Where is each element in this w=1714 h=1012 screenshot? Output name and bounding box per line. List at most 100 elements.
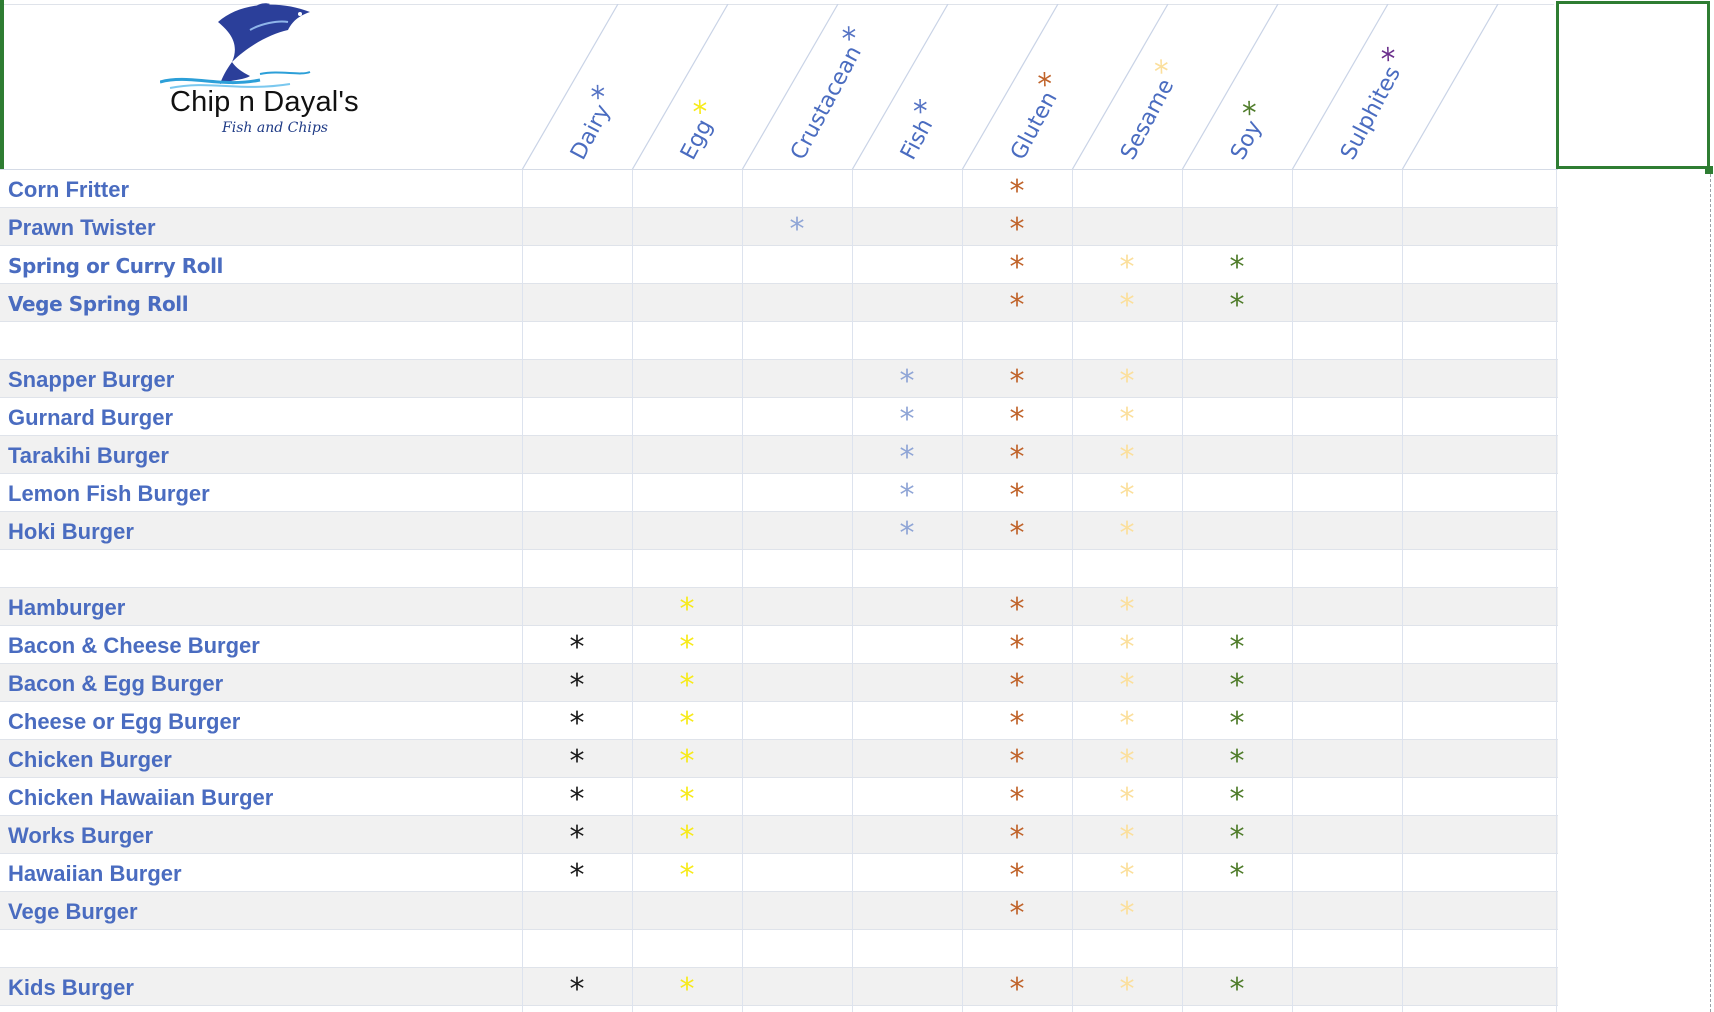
allergen-mark-sesame: * [1119,250,1135,285]
menu-item-name[interactable]: Lemon Fish Burger [8,481,210,506]
table-row[interactable]: Hoki Burger * * * [0,512,1558,551]
allergen-mark-sesame: * [1119,668,1135,703]
table-row[interactable]: Chicken Hawaiian Burger * * * * * [0,778,1558,817]
allergen-mark-egg: * [679,744,695,779]
header-divider-sulphites [1292,4,1389,171]
allergen-mark-dairy: * [569,858,585,893]
allergen-mark-gluten: * [1009,212,1025,247]
table-row[interactable]: Tarakihi Burger * * * [0,436,1558,475]
column-a-selection-border [0,0,4,170]
allergen-mark-fish: * [899,402,915,437]
table-row[interactable]: Lemon Fish Burger * * * [0,474,1558,513]
allergen-mark-sesame: * [1119,288,1135,323]
header-divider-end [1402,4,1499,171]
allergen-mark-egg: * [679,820,695,855]
menu-item-name[interactable]: Bacon & Cheese Burger [8,633,260,658]
allergen-mark-gluten: * [1009,516,1025,551]
allergen-mark-soy: * [1229,706,1245,741]
menu-item-name[interactable]: Snapper Burger [8,367,175,392]
allergen-mark-dairy: * [569,630,585,665]
table-row[interactable]: Spring or Curry Roll * * * [0,246,1558,285]
allergen-mark-sesame: * [1119,364,1135,399]
table-row[interactable]: Bacon & Cheese Burger * * * * * [0,626,1558,665]
allergen-mark-sesame: * [1119,402,1135,437]
allergen-mark-fish: * [899,478,915,513]
allergen-mark-egg: * [679,668,695,703]
page-break-line [1710,174,1711,1012]
allergen-mark-gluten: * [1009,250,1025,285]
header-divider-fish [852,4,949,171]
menu-item-name[interactable]: Vege Spring Roll [8,292,189,316]
column-gridline [522,170,523,1012]
column-gridline [962,170,963,1012]
allergen-mark-fish: * [899,364,915,399]
menu-item-name[interactable]: Spring or Curry Roll [8,254,224,278]
header-divider-sesame [1072,4,1169,171]
table-row[interactable]: Hamburger * * * [0,588,1558,627]
allergen-mark-gluten: * [1009,782,1025,817]
fill-handle[interactable] [1705,166,1713,174]
brand-tagline: Fish and Chips [222,120,328,136]
table-row[interactable]: Chicken Burger * * * * * [0,740,1558,779]
allergen-mark-gluten: * [1009,896,1025,931]
menu-item-name[interactable]: Tarakihi Burger [8,443,169,468]
allergen-mark-egg: * [679,592,695,627]
blank-row[interactable] [0,930,1558,968]
menu-item-name[interactable]: Vege Burger [8,899,138,924]
menu-item-name[interactable]: Chicken Burger [8,747,172,772]
column-gridline [852,170,853,1012]
allergen-mark-gluten: * [1009,440,1025,475]
menu-item-name[interactable]: Bacon & Egg Burger [8,671,224,696]
allergen-mark-crustacean: * [789,212,805,247]
allergen-mark-gluten: * [1009,402,1025,437]
menu-item-name[interactable]: Hawaiian Burger [8,861,182,886]
table-row[interactable]: Prawn Twister * * [0,208,1558,247]
allergen-mark-soy: * [1229,250,1245,285]
allergen-mark-dairy: * [569,972,585,1007]
table-row[interactable]: Hawaiian Burger * * * * * [0,854,1558,893]
column-gridline [1182,170,1183,1012]
menu-item-name[interactable]: Prawn Twister [8,215,156,240]
allergen-mark-gluten: * [1009,706,1025,741]
menu-item-name[interactable]: Kids Burger [8,975,134,1000]
column-gridline [1292,170,1293,1012]
allergen-mark-soy: * [1229,288,1245,323]
table-row[interactable]: Vege Burger * * [0,892,1558,931]
column-gridline [1556,170,1557,1012]
menu-item-name[interactable]: Hamburger [8,595,126,620]
allergen-mark-sesame: * [1119,782,1135,817]
blank-row[interactable] [0,550,1558,588]
selected-cell[interactable] [1556,1,1710,169]
table-row[interactable]: Gurnard Burger * * * [0,398,1558,437]
column-gridline [1072,170,1073,1012]
menu-item-name[interactable]: Hoki Burger [8,519,134,544]
table-row[interactable]: Vege Spring Roll * * * [0,284,1558,323]
allergen-mark-dairy: * [569,744,585,779]
table-row[interactable]: Snapper Burger * * * [0,360,1558,399]
allergen-mark-egg: * [679,630,695,665]
blank-row[interactable] [0,322,1558,360]
menu-item-name[interactable]: Cheese or Egg Burger [8,709,241,734]
allergen-mark-soy: * [1229,858,1245,893]
table-row[interactable]: Cheese or Egg Burger * * * * * [0,702,1558,741]
table-row[interactable]: Bacon & Egg Burger * * * * * [0,664,1558,703]
allergen-mark-sesame: * [1119,706,1135,741]
menu-item-name[interactable]: Gurnard Burger [8,405,174,430]
table-row[interactable]: Kids Burger * * * * * [0,968,1558,1007]
table-row[interactable]: Works Burger * * * * * [0,816,1558,855]
menu-item-name[interactable]: Corn Fritter [8,177,129,202]
header-top-border [4,4,1554,5]
menu-item-name[interactable]: Chicken Hawaiian Burger [8,785,274,810]
menu-item-name[interactable]: Works Burger [8,823,154,848]
column-gridline [742,170,743,1012]
allergen-mark-sesame: * [1119,478,1135,513]
header-divider-egg [632,4,729,171]
header-divider-gluten [962,4,1059,171]
allergen-mark-sesame: * [1119,630,1135,665]
allergen-mark-gluten: * [1009,364,1025,399]
allergen-mark-gluten: * [1009,744,1025,779]
brand-name: Chip n Dayal's [170,86,359,118]
table-row[interactable]: Corn Fritter * [0,170,1558,209]
column-gridline [632,170,633,1012]
allergen-mark-egg: * [679,972,695,1007]
